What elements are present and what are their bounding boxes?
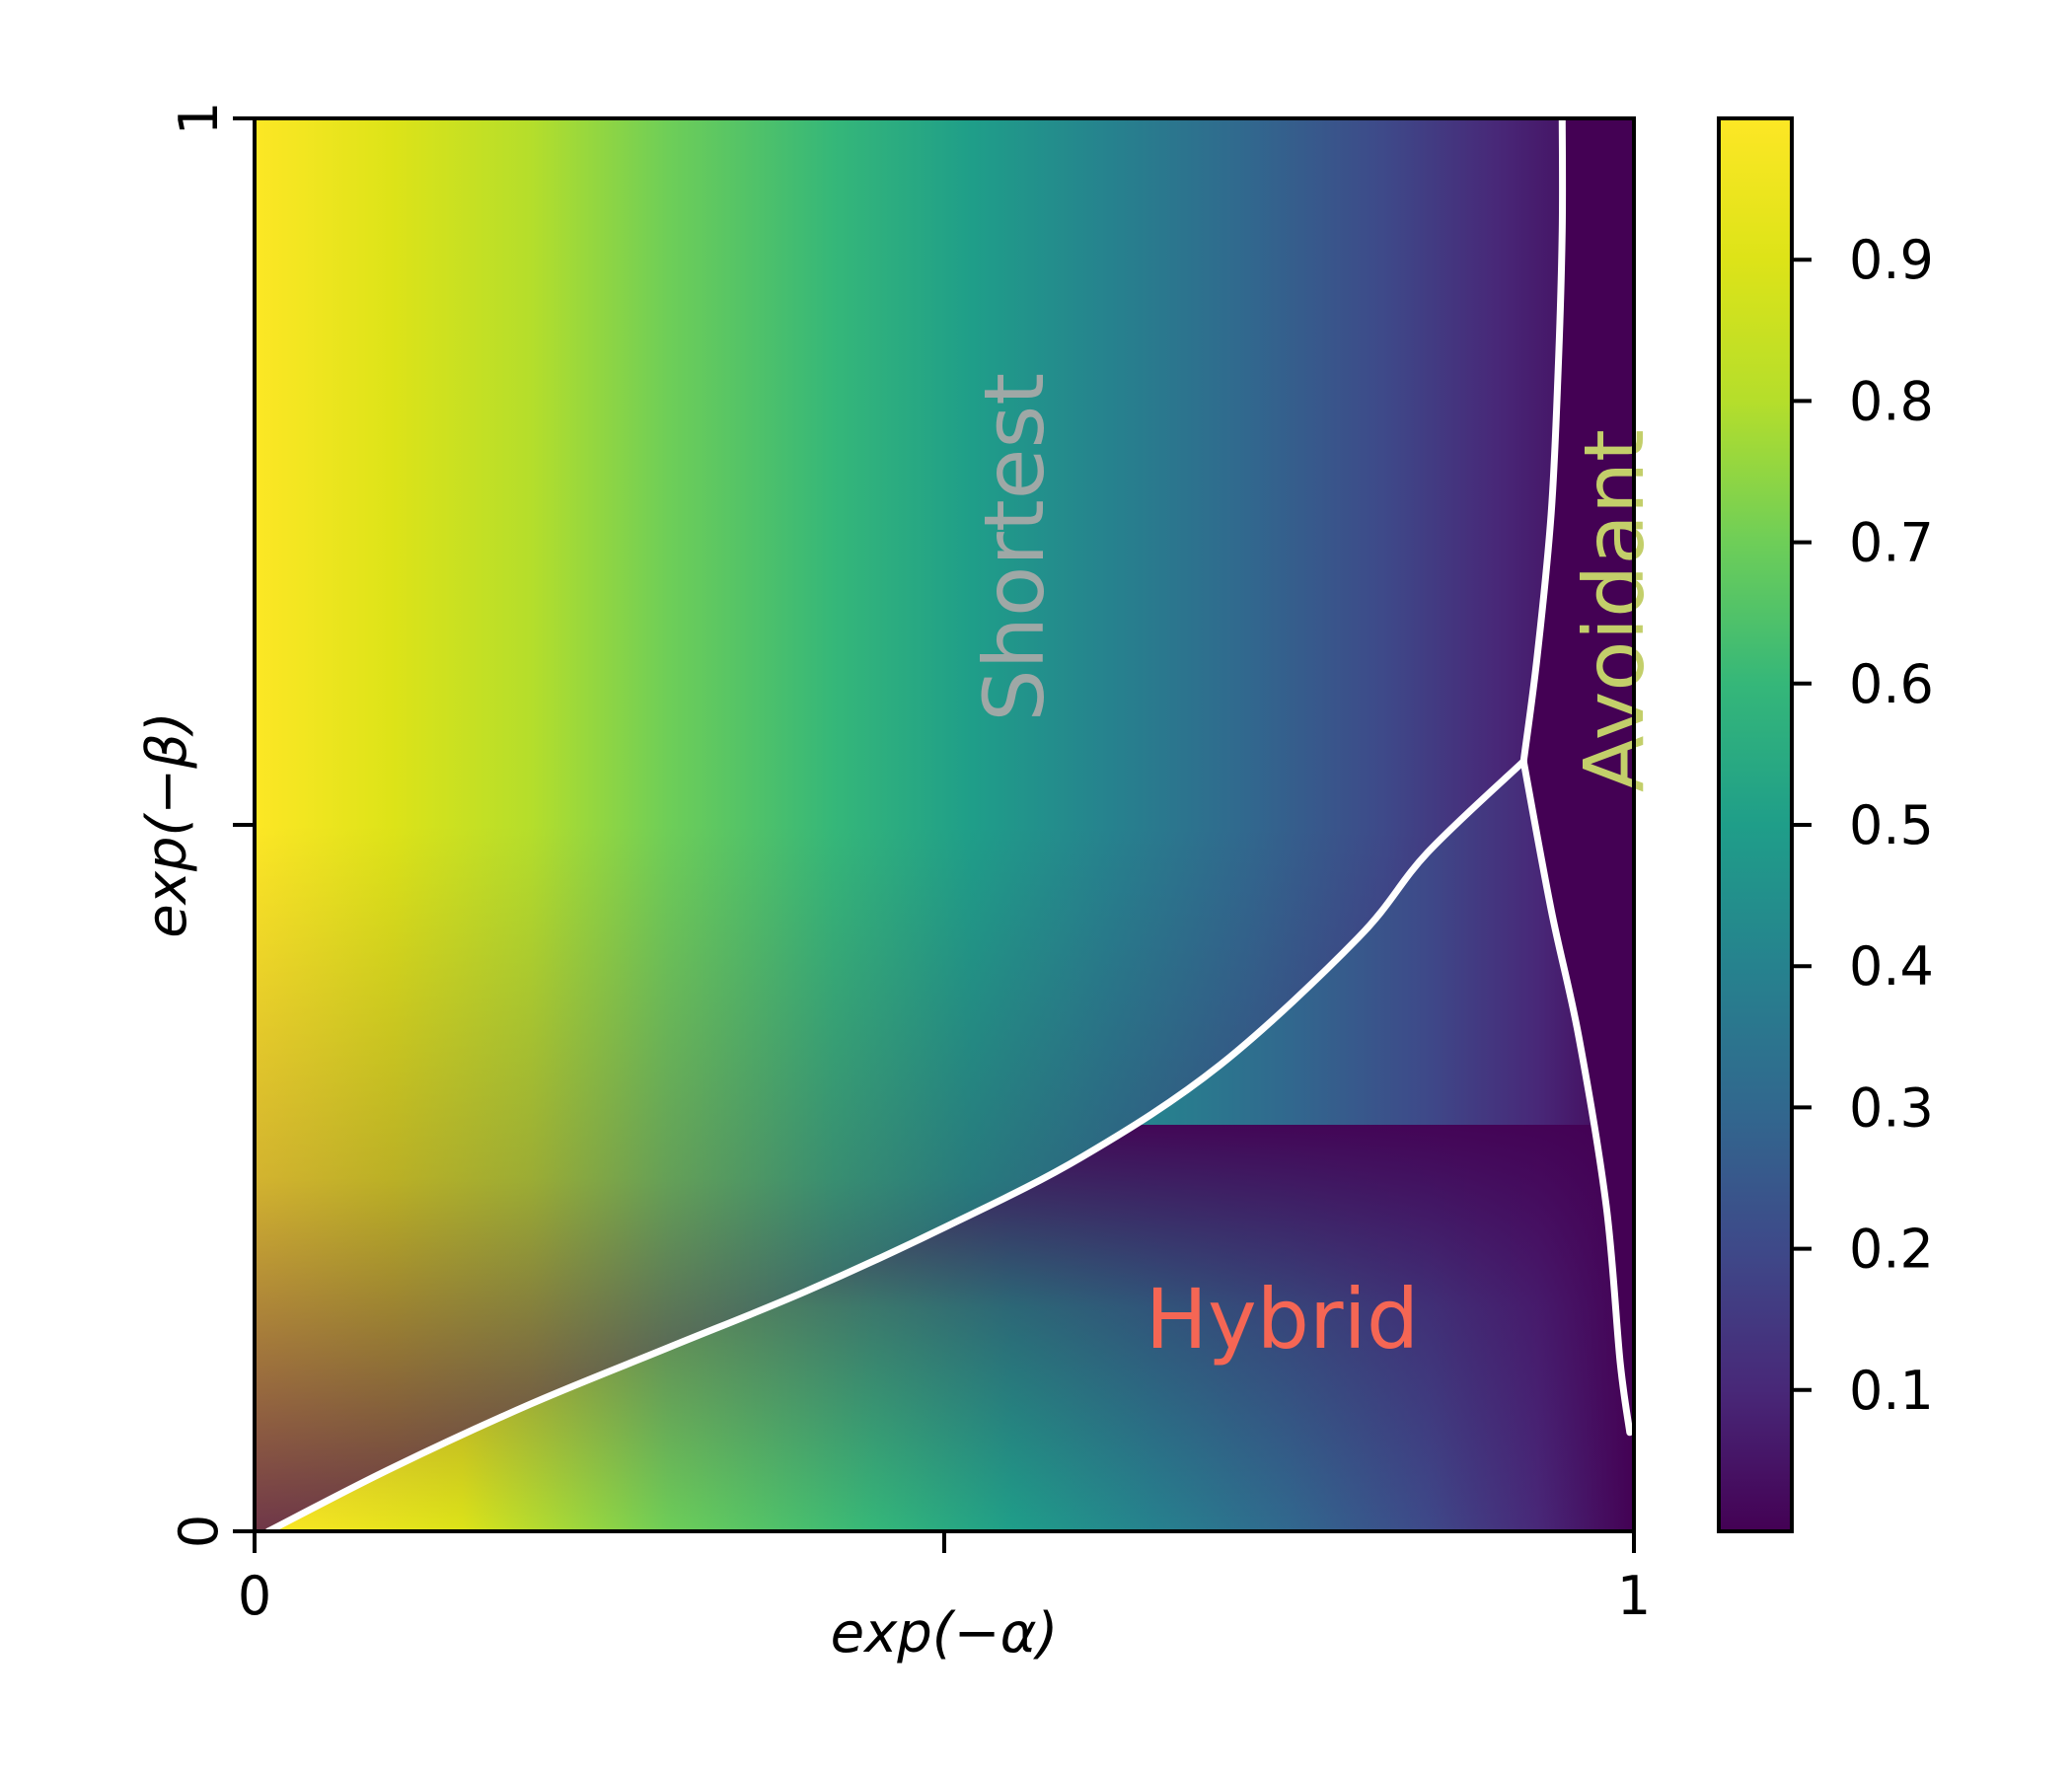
region-labels: Shortest Avoidant Hybrid — [966, 373, 1663, 1368]
colorbar-tick-label: 0.7 — [1849, 512, 1934, 574]
colorbar-tick-label: 0.6 — [1849, 653, 1934, 715]
y-axis: 01 — [168, 102, 255, 1548]
y-axis-label: exp(−β) — [135, 711, 199, 938]
boundary-shortest-hybrid — [264, 758, 1527, 1531]
colorbar-tick-label: 0.9 — [1849, 229, 1934, 291]
region-label-avoidant: Avoidant — [1566, 429, 1663, 792]
colorbar-tick-label: 0.3 — [1849, 1076, 1934, 1139]
x-axis-label: exp(−α) — [831, 1601, 1059, 1665]
x-tick-label: 0 — [238, 1565, 271, 1627]
y-tick-label: 1 — [168, 102, 230, 135]
heatmap-plot-area — [255, 118, 1634, 1531]
boundary-lines — [264, 118, 1634, 1531]
colorbar-tick-label: 0.4 — [1849, 935, 1934, 998]
colorbar-tick-label: 0.8 — [1849, 370, 1934, 432]
colorbar: 0.1 0.2 0.3 0.4 0.5 0.6 0.7 0.8 0.9 — [1717, 116, 1934, 1533]
colorbar-ticks: 0.1 0.2 0.3 0.4 0.5 0.6 0.7 0.8 0.9 — [1792, 229, 1934, 1422]
colorbar-tick-label: 0.1 — [1849, 1360, 1934, 1422]
colorbar-tick-label: 0.2 — [1849, 1219, 1934, 1281]
x-tick-label: 1 — [1617, 1565, 1651, 1627]
boundary-shortest-avoidant — [1519, 118, 1567, 766]
region-label-shortest: Shortest — [966, 373, 1063, 722]
boundary-hybrid-avoidant — [1519, 758, 1634, 1437]
y-tick-label: 0 — [168, 1515, 230, 1548]
colorbar-tick-label: 0.5 — [1849, 794, 1934, 856]
colorbar-gradient — [1717, 116, 1794, 1533]
region-label-hybrid: Hybrid — [1146, 1271, 1419, 1368]
